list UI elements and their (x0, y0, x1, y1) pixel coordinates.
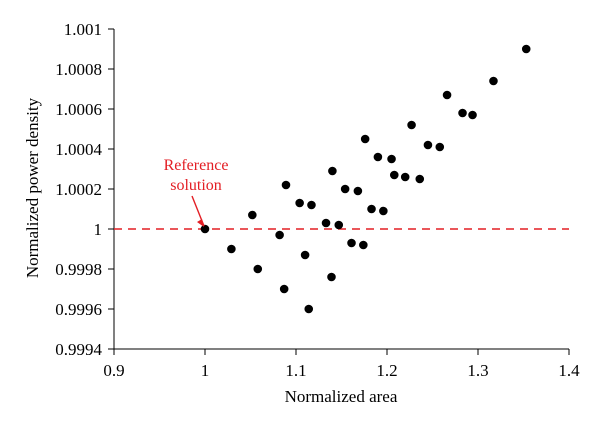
y-tick-label: 1.0008 (55, 60, 102, 79)
data-point (328, 166, 337, 176)
data-point (442, 90, 452, 100)
data-point (340, 184, 350, 194)
data-point (400, 172, 410, 182)
y-tick-label: 1.0006 (55, 100, 102, 119)
data-point (521, 44, 531, 54)
annotation-layer: Reference solution (164, 157, 229, 227)
data-point (295, 198, 304, 208)
data-point (373, 152, 383, 162)
x-tick-label: 1.1 (285, 361, 306, 380)
data-point (489, 76, 498, 86)
annotation-arrow-head (197, 219, 204, 227)
data-point (334, 220, 344, 230)
data-point (435, 142, 445, 152)
data-point (379, 206, 388, 216)
data-point (321, 218, 331, 228)
annotation-line-1: Reference (164, 157, 229, 174)
y-tick-label: 0.9998 (55, 260, 102, 279)
y-tick-label: 1.001 (64, 20, 102, 39)
x-tick-label: 0.9 (103, 361, 124, 380)
data-point (359, 240, 368, 250)
y-tick-label: 1.0004 (55, 140, 102, 159)
data-point (307, 200, 316, 210)
data-point (423, 140, 433, 150)
y-axis-label: Normalized power density (23, 97, 42, 278)
data-point (200, 224, 210, 234)
x-axis-label: Normalized area (285, 387, 398, 406)
annotation-line-2: solution (170, 177, 222, 194)
data-point (281, 180, 291, 190)
data-point (468, 110, 477, 120)
data-point (347, 238, 356, 248)
y-tick-label: 0.9996 (55, 300, 102, 319)
data-point (327, 272, 336, 282)
x-tick-label: 1 (201, 361, 210, 380)
data-point (227, 244, 236, 254)
data-point (367, 204, 376, 214)
data-point (304, 304, 314, 314)
data-point (353, 186, 363, 196)
data-points-layer (200, 44, 531, 314)
data-point (248, 210, 257, 220)
x-tick-label: 1.3 (467, 361, 488, 380)
y-tick-label: 1.0002 (55, 180, 102, 199)
data-point (415, 174, 425, 184)
data-point (279, 284, 289, 294)
x-tick-label: 1.2 (376, 361, 397, 380)
x-tick-label: 1.4 (558, 361, 580, 380)
data-point (300, 250, 310, 260)
data-point (387, 154, 396, 164)
data-point (253, 264, 263, 274)
data-point (360, 134, 370, 144)
axes-layer: 0.9994 0.9996 0.9998 1 1.0002 1.0004 1.0006 1.0… (55, 20, 580, 380)
data-point (407, 120, 416, 130)
y-tick-label: 1 (94, 220, 103, 239)
data-point (389, 170, 399, 180)
data-point (458, 108, 467, 118)
data-point (275, 230, 284, 240)
y-tick-label: 0.9994 (55, 340, 102, 359)
